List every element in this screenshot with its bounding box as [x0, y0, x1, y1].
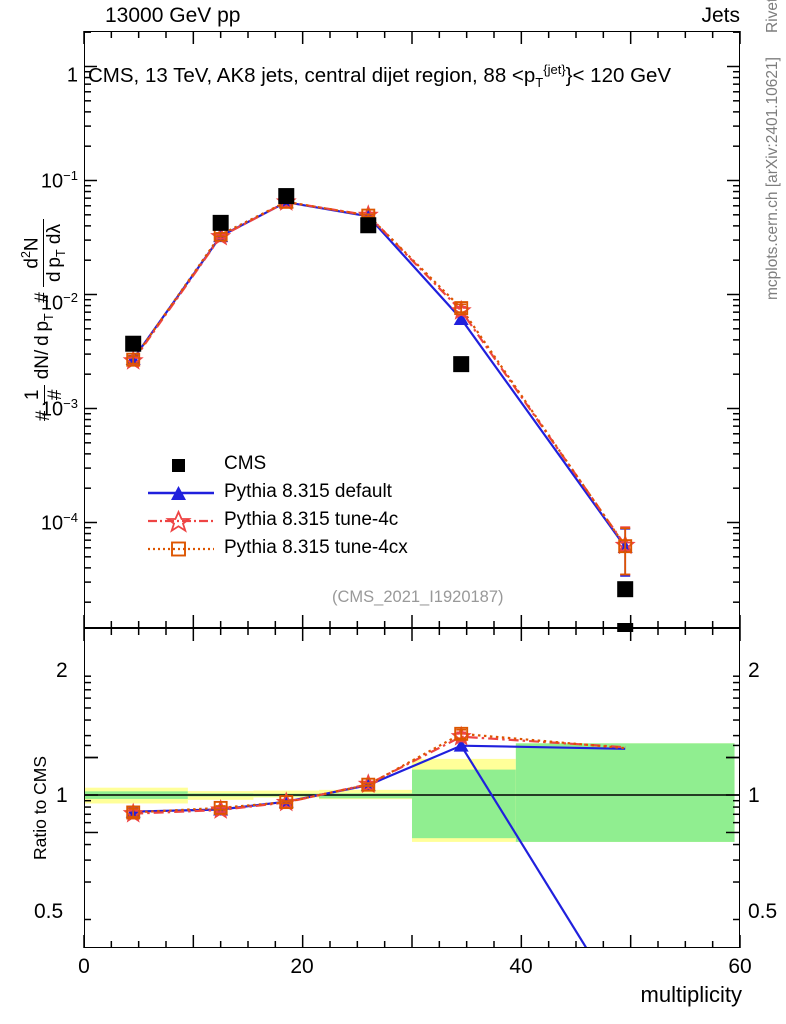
rivet-version-note: Rivet 4.1.0, ≥ 100k events [764, 0, 782, 33]
beam-energy-label: 13000 GeV pp [105, 4, 241, 27]
y-tick-label-1e-3: 10−3 [40, 396, 78, 421]
y-axis-label: # 1 # dN/ d pT # d2N d pT dλ [6, 60, 82, 580]
ratio-tick-left-1: 1 [56, 784, 68, 807]
legend-key-tune4c [148, 509, 214, 533]
x-tick-label-40: 40 [509, 955, 533, 978]
plot-title-sup: {jet} [543, 62, 566, 77]
ratio-tick-left-05: 0.5 [34, 900, 64, 923]
legend-label-tune4cx: Pythia 8.315 tune-4cx [224, 537, 408, 558]
x-tick-label-20: 20 [290, 955, 314, 978]
y-tick-label-1e-2: 10−2 [40, 290, 78, 315]
legend-label-tune4c: Pythia 8.315 tune-4c [224, 509, 399, 530]
analysis-reference-code: (CMS_2021_I1920187) [332, 588, 504, 606]
ratio-tick-right-1: 1 [748, 784, 760, 807]
y-tick-label-1: 1 [66, 64, 78, 87]
analysis-category-label: Jets [701, 4, 740, 27]
ratio-y-axis-label: Ratio to CMS [30, 755, 50, 860]
legend-label-cms: CMS [224, 453, 267, 474]
y-tick-label-1e-1: 10−1 [40, 168, 78, 193]
plot-title-sub: T [535, 74, 544, 90]
x-axis-title: multiplicity [640, 982, 742, 1007]
legend-key-tune4cx [148, 541, 214, 557]
legend-key-cms [172, 459, 185, 472]
x-tick-label-60: 60 [728, 955, 752, 978]
plot-title: CMS, 13 TeV, AK8 jets, central dijet reg… [88, 62, 671, 90]
mcplots-source-note: mcplots.cern.ch [arXiv:2401.10621] [764, 57, 781, 300]
ratio-tick-right-05: 0.5 [748, 900, 778, 923]
x-tick-label-0: 0 [78, 955, 90, 978]
plot-title-prefix: CMS, 13 TeV, AK8 jets, central dijet reg… [88, 63, 536, 87]
legend-label-default: Pythia 8.315 default [224, 481, 392, 502]
y-tick-label-1e-4: 10−4 [40, 510, 78, 535]
plot-title-suffix: }< 120 GeV [565, 63, 672, 87]
ratio-plot-frame [84, 628, 740, 948]
ratio-tick-right-2: 2 [748, 659, 760, 682]
legend-key-default [148, 486, 214, 500]
ratio-tick-left-2: 2 [56, 659, 68, 682]
